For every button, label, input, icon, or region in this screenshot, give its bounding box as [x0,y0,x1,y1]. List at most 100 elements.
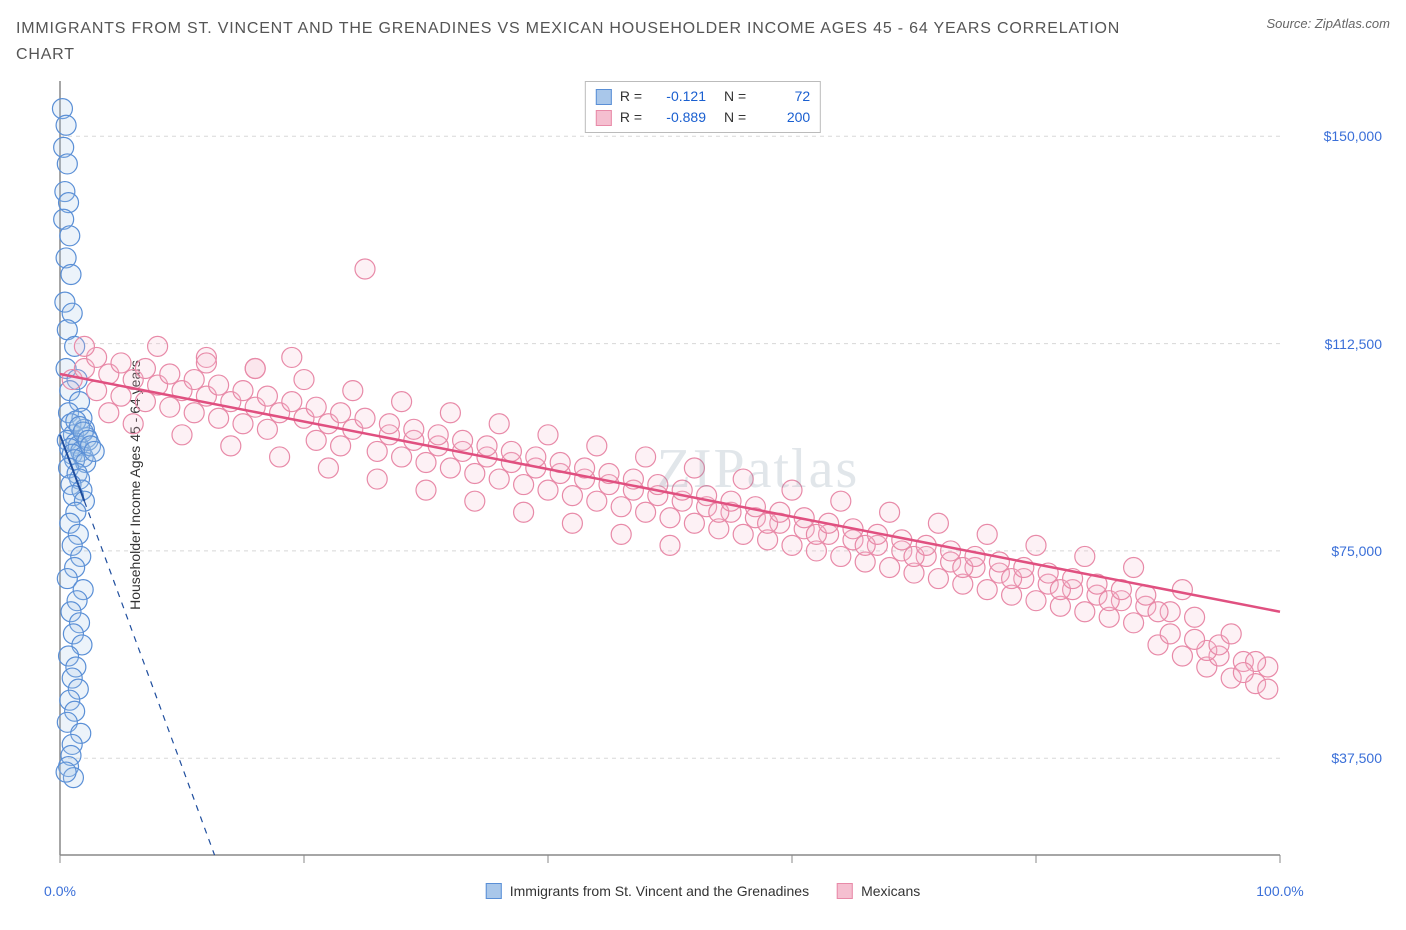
scatter-point [880,558,900,578]
scatter-point [392,392,412,412]
scatter-point [587,491,607,511]
scatter-point [477,436,497,456]
scatter-point [160,397,180,417]
scatter-point [1160,624,1180,644]
scatter-point [306,431,326,451]
scatter-point [1124,558,1144,578]
plot-container: Householder Income Ages 45 - 64 years ZI… [16,75,1390,895]
scatter-point [416,480,436,500]
scatter-point [331,403,351,423]
scatter-point [123,414,143,434]
scatter-point [1185,607,1205,627]
scatter-point [233,381,253,401]
scatter-point [99,403,119,423]
scatter-point [367,469,387,489]
scatter-point [684,458,704,478]
scatter-point [282,392,302,412]
scatter-point [1124,613,1144,633]
scatter-point [880,502,900,522]
scatter-point [209,408,229,428]
scatter-point [294,370,314,390]
scatter-point [1172,646,1192,666]
scatter-point [721,491,741,511]
stat-n-value: 200 [754,107,810,128]
scatter-point [733,525,753,545]
y-tick-label: $75,000 [1331,543,1382,559]
scatter-point [636,447,656,467]
scatter-point [1185,630,1205,650]
scatter-point [1075,602,1095,622]
scatter-point [84,442,104,462]
scatter-point [660,536,680,556]
scatter-point [636,502,656,522]
scatter-point [148,337,168,357]
scatter-point [587,436,607,456]
scatter-point [184,403,204,423]
stat-r-label: R = [620,86,642,107]
scatter-point [514,502,534,522]
scatter-point [1233,663,1253,683]
scatter-point [172,425,192,445]
stats-row: R =-0.889N =200 [596,107,810,128]
scatter-point [977,525,997,545]
stat-n-label: N = [724,86,746,107]
scatter-point [111,353,131,373]
scatter-point [977,580,997,600]
scatter-point [416,453,436,473]
legend-label: Immigrants from St. Vincent and the Gren… [510,883,809,899]
scatter-point [282,348,302,368]
scatter-point [57,154,77,174]
scatter-point [1258,679,1278,699]
scatter-point [562,513,582,533]
scatter-point [355,259,375,279]
scatter-point [367,442,387,462]
stat-r-label: R = [620,107,642,128]
scatter-point [538,480,558,500]
y-tick-label: $37,500 [1331,750,1382,766]
series-legend: Immigrants from St. Vincent and the Gren… [486,883,920,899]
scatter-point [745,497,765,517]
scatter-point [489,469,509,489]
title-row: IMMIGRANTS FROM ST. VINCENT AND THE GREN… [16,16,1390,67]
source-prefix: Source: [1266,16,1314,31]
stat-n-value: 72 [754,86,810,107]
x-tick-label: 100.0% [1256,883,1303,899]
stat-r-value: -0.121 [650,86,706,107]
legend-label: Mexicans [861,883,920,899]
scatter-point [221,436,241,456]
scatter-point [489,414,509,434]
scatter-point [928,513,948,533]
scatter-point [453,431,473,451]
scatter-point [379,414,399,434]
scatter-point [56,762,76,782]
scatter-point [233,414,253,434]
scatter-point [428,425,448,445]
scatter-point [782,536,802,556]
scatter-point [331,436,351,456]
scatter-point [831,491,851,511]
legend-item: Mexicans [837,883,920,899]
scatter-point [392,447,412,467]
scatter-point [111,386,131,406]
legend-item: Immigrants from St. Vincent and the Gren… [486,883,809,899]
scatter-point [1172,580,1192,600]
scatter-point [306,397,326,417]
scatter-point [257,419,277,439]
scatter-point [196,353,216,373]
scatter-point [209,375,229,395]
scatter-point [184,370,204,390]
scatter-point [160,364,180,384]
scatter-point [660,508,680,528]
scatter-point [501,442,521,462]
scatter-point [56,115,76,135]
correlation-chart: IMMIGRANTS FROM ST. VINCENT AND THE GREN… [16,16,1390,895]
x-tick-label: 0.0% [44,883,76,899]
scatter-point [343,381,363,401]
legend-swatch [486,883,502,899]
scatter-point [928,569,948,589]
stat-n-label: N = [724,107,746,128]
scatter-point [440,403,460,423]
scatter-point [1148,602,1168,622]
scatter-point [965,547,985,567]
scatter-point [61,265,81,285]
